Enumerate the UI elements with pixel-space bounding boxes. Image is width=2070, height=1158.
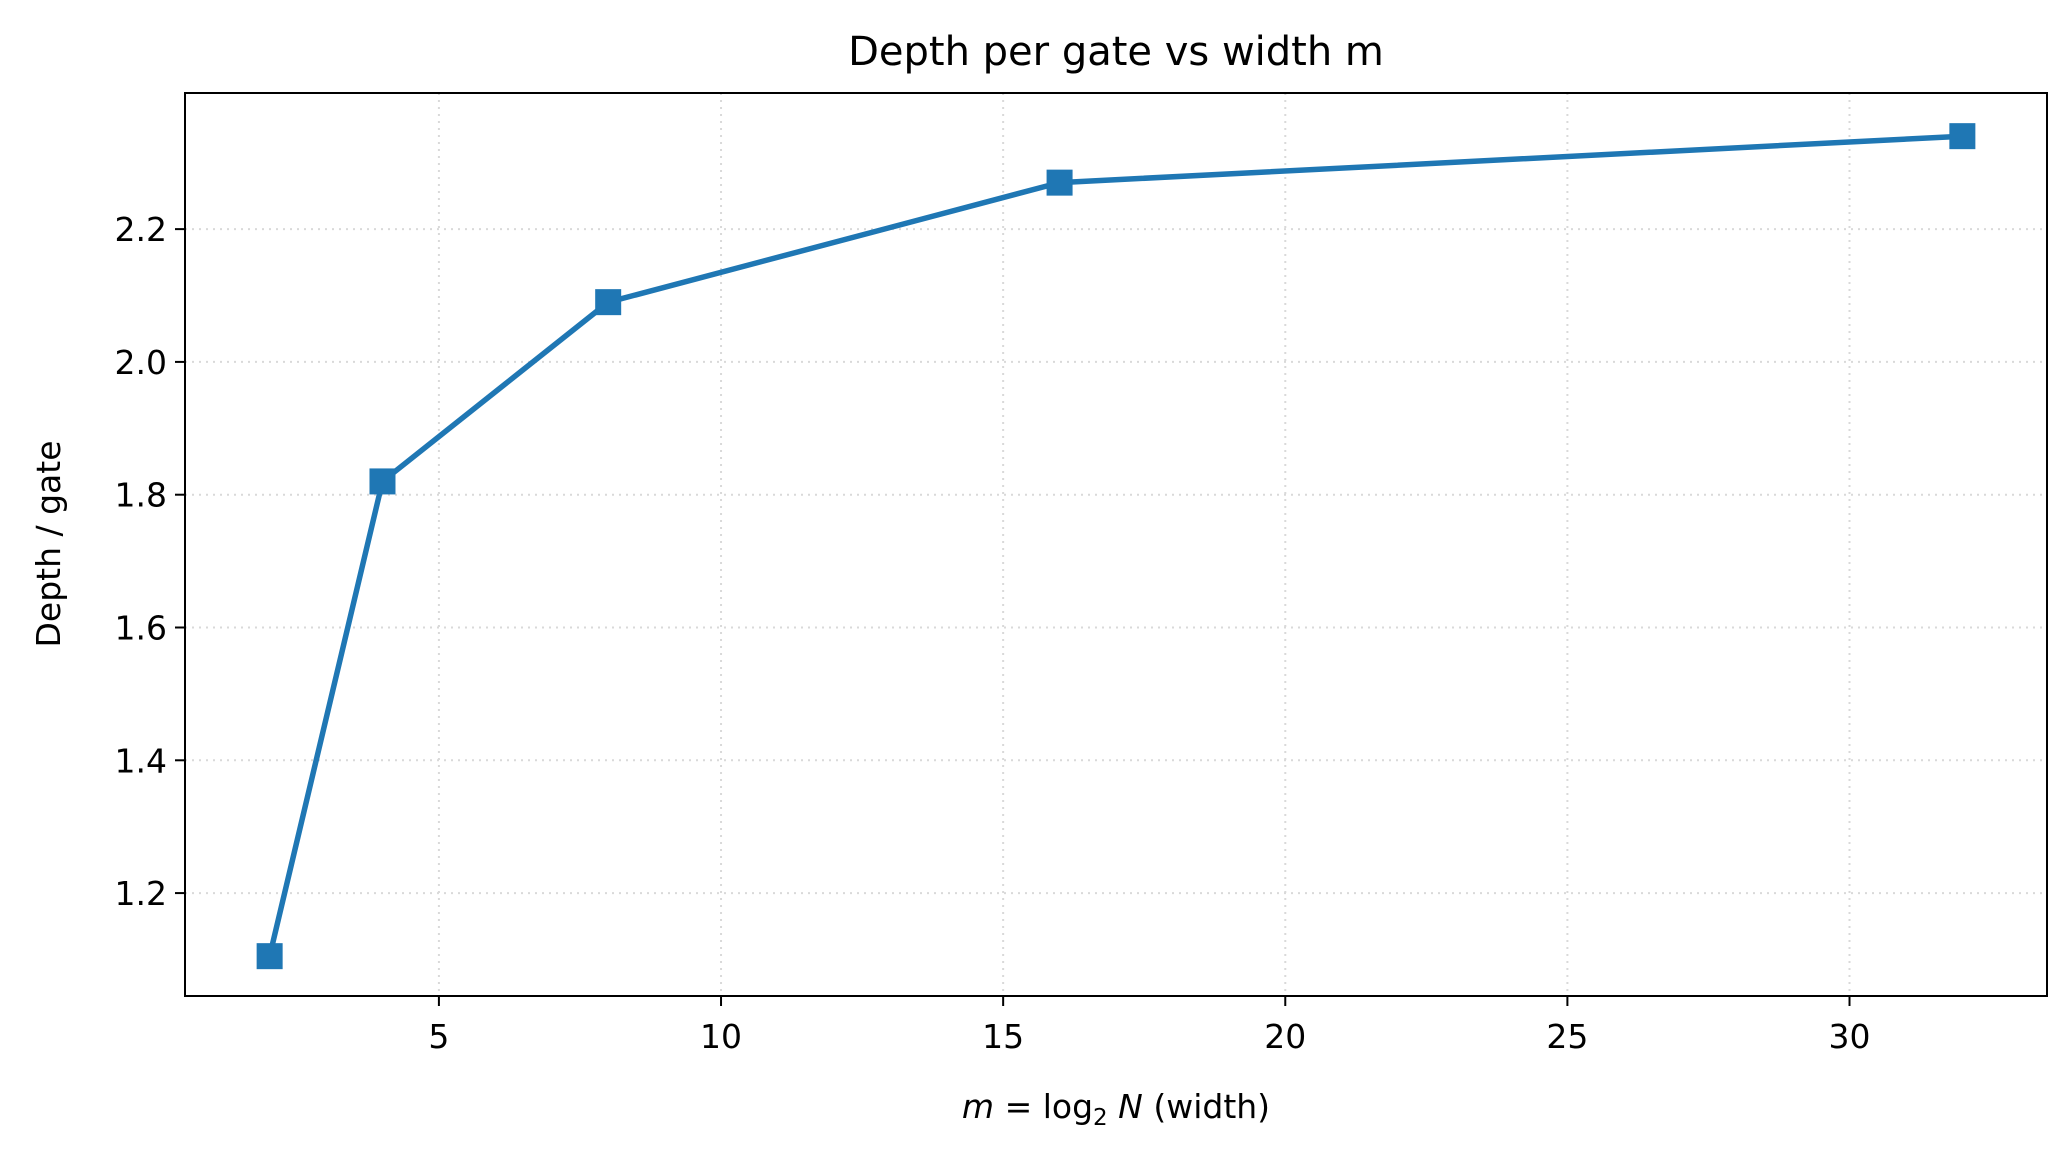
plot-frame bbox=[184, 92, 2048, 997]
chart-title: Depth per gate vs width m bbox=[848, 29, 1384, 75]
grid-lines bbox=[185, 93, 2047, 996]
x-tick-label: 5 bbox=[428, 1017, 449, 1056]
series-layer bbox=[256, 123, 1976, 970]
x-axis-title-fn: log bbox=[1043, 1087, 1093, 1126]
x-tick-label: 25 bbox=[1546, 1017, 1588, 1056]
x-axis-title-var: m bbox=[962, 1087, 994, 1126]
x-axis-ticks: 5 10 15 20 25 30 bbox=[428, 996, 1871, 1056]
data-point-marker bbox=[369, 468, 396, 495]
x-tick-label: 30 bbox=[1829, 1017, 1871, 1056]
data-point-marker bbox=[595, 289, 622, 316]
data-point-marker bbox=[1046, 169, 1073, 196]
y-tick-label: 1.8 bbox=[115, 476, 167, 515]
x-axis-title-eq: = bbox=[994, 1087, 1043, 1126]
x-axis-title-space bbox=[1108, 1087, 1119, 1126]
y-axis-ticks: 1.2 1.4 1.6 1.8 2.0 2.2 bbox=[115, 210, 185, 913]
y-tick-label: 1.2 bbox=[115, 874, 167, 913]
y-tick-label: 1.4 bbox=[115, 741, 167, 780]
x-tick-label: 10 bbox=[700, 1017, 742, 1056]
y-tick-label: 2.2 bbox=[115, 210, 167, 249]
y-tick-label: 1.6 bbox=[115, 608, 167, 647]
x-axis-title: m = log2 N (width) bbox=[962, 1087, 1270, 1131]
x-axis-title-suffix: (width) bbox=[1143, 1087, 1270, 1126]
x-tick-label: 15 bbox=[982, 1017, 1024, 1056]
data-point-marker bbox=[1949, 123, 1976, 150]
y-axis-title: Depth / gate bbox=[29, 440, 68, 647]
x-axis-title-arg: N bbox=[1118, 1087, 1143, 1126]
y-tick-label: 2.0 bbox=[115, 343, 167, 382]
x-axis-title-sub: 2 bbox=[1093, 1105, 1108, 1131]
data-point-marker bbox=[256, 943, 283, 970]
x-tick-label: 20 bbox=[1264, 1017, 1306, 1056]
